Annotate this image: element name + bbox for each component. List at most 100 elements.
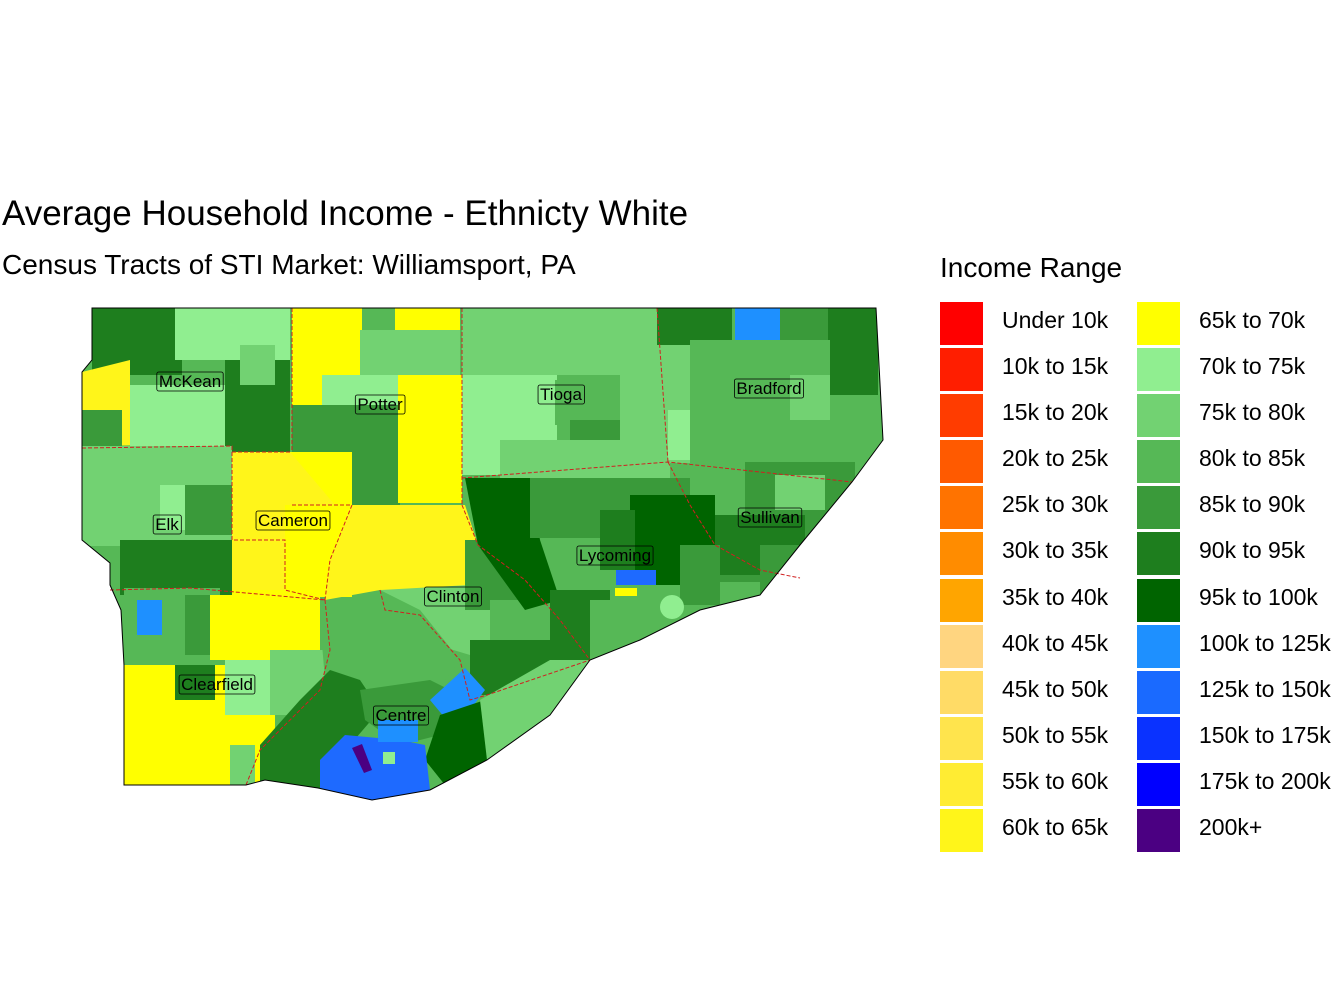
legend-swatch (1137, 348, 1180, 392)
county-borders (81, 307, 853, 786)
tract (828, 308, 878, 400)
tract (378, 720, 418, 742)
county-label-tioga: Tioga (537, 384, 585, 405)
market-outline (81, 307, 884, 801)
tract (260, 670, 380, 790)
svg-text:Bradford: Bradford (736, 379, 801, 398)
tract (680, 545, 720, 605)
legend-label: 25k to 30k (1002, 491, 1109, 518)
legend-label: 95k to 100k (1199, 583, 1318, 610)
county-label-elk: Elk (152, 514, 182, 535)
legend-label: 75k to 80k (1199, 399, 1306, 426)
tract (185, 485, 235, 535)
legend-label: 90k to 95k (1199, 537, 1306, 564)
legend-swatch (940, 440, 983, 484)
legend-title: Income Range (940, 252, 1123, 283)
county-label-clearfield: Clearfield (178, 674, 256, 695)
county-border (379, 589, 591, 701)
legend-swatch (1137, 762, 1180, 806)
tract (780, 308, 835, 345)
svg-text:Centre: Centre (375, 706, 426, 725)
tract (232, 452, 335, 590)
legend-swatch (940, 670, 983, 714)
legend-swatch (1137, 716, 1180, 760)
legend-label: 150k to 175k (1199, 721, 1331, 748)
legend-label: 80k to 85k (1199, 445, 1306, 472)
svg-text:McKean: McKean (159, 372, 221, 391)
legend-swatch (1137, 486, 1180, 530)
svg-text:Tioga: Tioga (540, 385, 582, 404)
legend-label: 200k+ (1199, 814, 1263, 841)
legend-swatch (1137, 394, 1180, 438)
tract (398, 375, 462, 503)
legend-swatch (940, 532, 983, 576)
legend-label: 10k to 15k (1002, 353, 1109, 380)
county-border (656, 307, 669, 463)
legend-swatch (940, 394, 983, 438)
county-label-cameron: Cameron (255, 510, 331, 531)
legend-label: 70k to 75k (1199, 353, 1306, 380)
legend-swatch (940, 716, 983, 760)
legend-swatch (940, 762, 983, 806)
legend-swatch (1137, 440, 1180, 484)
tract (590, 600, 650, 650)
legend-label: 15k to 20k (1002, 399, 1109, 426)
legend-swatch (1137, 578, 1180, 622)
svg-text:Potter: Potter (357, 395, 403, 414)
tract (360, 330, 460, 375)
legend-label: 40k to 45k (1002, 629, 1109, 656)
legend-swatch (1137, 670, 1180, 714)
tract (500, 440, 670, 478)
tract (615, 588, 637, 596)
legend-label: 30k to 35k (1002, 537, 1109, 564)
legend-swatch (1137, 302, 1180, 345)
legend-label: 65k to 70k (1199, 307, 1306, 333)
legend-label: 125k to 150k (1199, 675, 1331, 702)
county-label-mckean: McKean (156, 371, 224, 392)
census-tracts (82, 308, 883, 800)
tract (570, 420, 620, 442)
legend-swatch (940, 809, 983, 853)
tract (383, 752, 395, 764)
tract (616, 570, 656, 585)
tract (660, 595, 684, 619)
tract (600, 510, 635, 570)
tract (490, 600, 550, 640)
legend-label: 175k to 200k (1199, 767, 1331, 794)
county-border (667, 461, 801, 579)
legend-swatch (940, 624, 983, 668)
tract (160, 485, 185, 530)
legend-label: 60k to 65k (1002, 814, 1109, 841)
legend-swatch (940, 348, 983, 392)
legend-swatch (940, 302, 983, 345)
map-subtitle: Census Tracts of STI Market: Williamspor… (2, 249, 576, 280)
county-border (109, 587, 326, 601)
svg-text:Cameron: Cameron (258, 511, 328, 530)
tract (735, 308, 780, 343)
county-label-centre: Centre (373, 705, 429, 726)
legend-swatch (1137, 809, 1180, 853)
legend-label: 100k to 125k (1199, 629, 1331, 656)
legend-label: 20k to 25k (1002, 445, 1109, 472)
tract (210, 595, 320, 660)
svg-text:Clinton: Clinton (427, 587, 480, 606)
legend-swatch (1137, 532, 1180, 576)
legend-label: 55k to 60k (1002, 767, 1109, 794)
county-label-potter: Potter (354, 394, 406, 415)
tract (425, 700, 487, 785)
county-border (231, 452, 326, 601)
tract (320, 590, 460, 700)
tract (480, 660, 590, 760)
legend-label: 35k to 40k (1002, 583, 1109, 610)
tract (465, 478, 560, 610)
legend-swatch (940, 578, 983, 622)
legend-label: 85k to 90k (1199, 491, 1306, 518)
county-label-clinton: Clinton (424, 586, 482, 607)
tract (92, 308, 182, 375)
county-border (292, 504, 353, 601)
svg-text:Lycoming: Lycoming (579, 546, 651, 565)
legend-label: Under 10k (1002, 307, 1109, 333)
tract (325, 505, 478, 600)
tract (320, 735, 430, 800)
